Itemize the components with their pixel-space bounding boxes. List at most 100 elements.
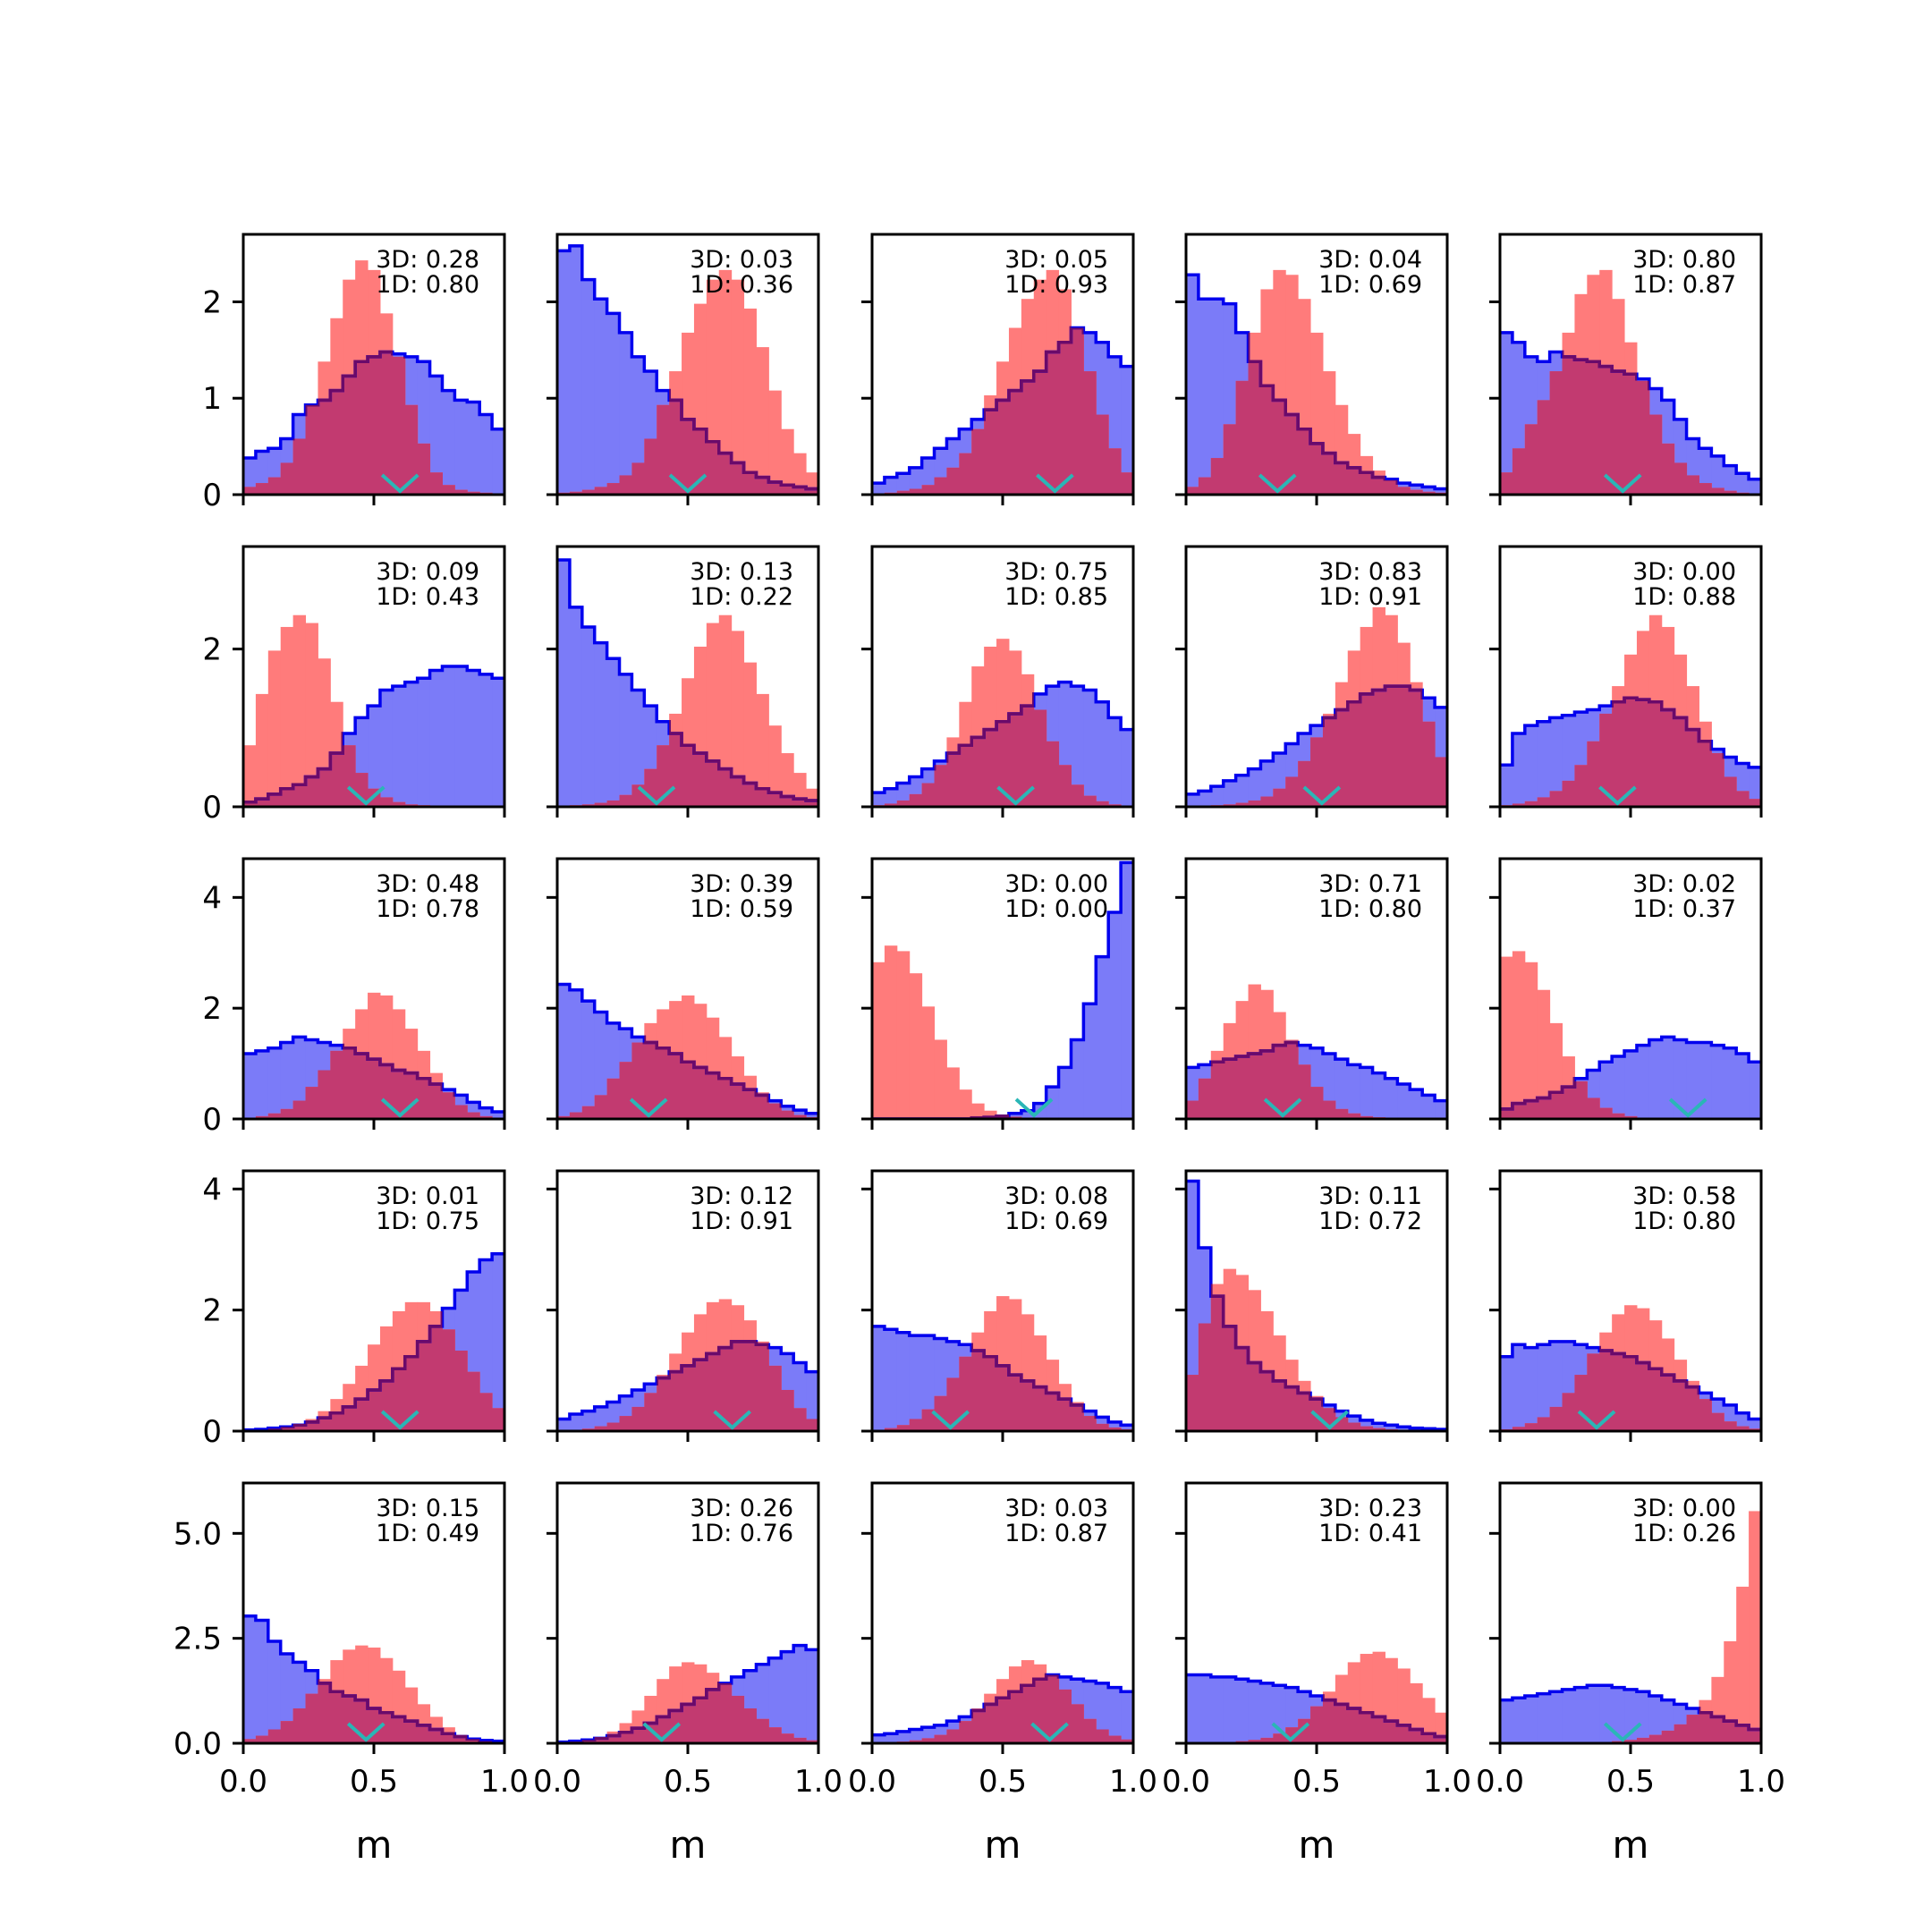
overlap-bar (318, 400, 331, 495)
blue-bar (1121, 729, 1133, 807)
overlap-bar (1322, 1699, 1336, 1743)
panel-plot-area (557, 558, 818, 807)
marker-chevron (1014, 1097, 1054, 1118)
blue-bar (404, 682, 419, 807)
y-tick-label: 1 (202, 381, 222, 417)
overlap-bar (292, 1100, 307, 1119)
overlap-bar (255, 799, 269, 807)
overlap-bar (1587, 1097, 1600, 1119)
overlap-bar (756, 1718, 769, 1743)
blue-bar (1223, 780, 1237, 807)
blue-bar (909, 1335, 923, 1431)
annotation-1d: 1D: 0.00 (1004, 895, 1108, 923)
x-tick-label: 0.0 (533, 1764, 581, 1800)
red-bar (1422, 1698, 1436, 1743)
red-bar (1749, 1511, 1761, 1743)
overlap-bar (557, 1115, 571, 1119)
overlap-bar (1636, 699, 1650, 807)
blue-bar (872, 1734, 886, 1743)
overlap-bar (1198, 1078, 1212, 1119)
blue-bar (1186, 1181, 1199, 1431)
overlap-bar (768, 1727, 782, 1743)
overlap-bar (255, 1115, 269, 1119)
overlap-bar (343, 1047, 356, 1119)
overlap-bar (318, 1070, 331, 1119)
overlap-bar (1599, 1350, 1613, 1431)
overlap-bar (1210, 1062, 1224, 1119)
red-bar (872, 962, 886, 1119)
overlap-bar (1033, 1386, 1047, 1431)
overlap-bar (1096, 1423, 1109, 1431)
overlap-bar (1096, 801, 1109, 807)
overlap-bar (267, 1729, 282, 1743)
blue-bar (1749, 1419, 1761, 1431)
overlap-bar (1360, 1426, 1374, 1431)
overlap-bar (442, 1733, 455, 1743)
overlap-bar (1524, 801, 1538, 807)
overlap-bar (492, 1408, 504, 1431)
blue-outline-overlap (557, 1662, 818, 1743)
annotation-3d: 3D: 0.23 (1318, 1495, 1422, 1522)
overlap-bar (1512, 448, 1526, 495)
x-axis-label: m (985, 1823, 1021, 1867)
overlap-bar (1410, 690, 1423, 807)
overlap-bar (1285, 1042, 1299, 1119)
blue-bar (896, 1731, 911, 1743)
overlap-bar (619, 475, 632, 495)
overlap-bar (1736, 791, 1750, 807)
blue-bar (1410, 1089, 1423, 1119)
overlap-bar (1298, 1393, 1311, 1431)
overlap-bar (1524, 1423, 1538, 1431)
overlap-bar (1636, 380, 1650, 495)
red-bar (1724, 1640, 1737, 1743)
blue-bar (1724, 1047, 1737, 1119)
overlap-bar (1636, 1362, 1650, 1431)
blue-bar (594, 1012, 608, 1119)
overlap-bar (743, 1089, 757, 1119)
overlap-bar (1360, 472, 1374, 495)
blue-bar (1096, 701, 1109, 807)
annotation-1d: 1D: 0.87 (1004, 1520, 1108, 1547)
blue-bar (243, 1615, 257, 1743)
overlap-bar (1186, 1100, 1199, 1119)
overlap-bar (379, 352, 394, 495)
blue-bar (379, 690, 394, 807)
blue-bar (492, 428, 504, 495)
overlap-bar (756, 788, 769, 807)
blue-bar (243, 458, 257, 495)
blue-bar (1587, 1685, 1600, 1743)
y-tick-label: 2 (202, 632, 222, 668)
annotation-1d: 1D: 0.87 (1632, 271, 1736, 299)
annotation-1d: 1D: 0.91 (690, 1208, 793, 1235)
marker-chevron (1603, 1722, 1642, 1742)
overlap-bar (984, 410, 997, 495)
overlap-bar (1108, 1427, 1122, 1431)
overlap-bar (355, 1399, 369, 1431)
x-tick-label: 1.0 (1109, 1764, 1157, 1800)
blue-bar (1021, 1110, 1035, 1119)
x-tick-label: 0.0 (1476, 1764, 1524, 1800)
x-axis-label: m (670, 1823, 707, 1867)
panel-plot-area (872, 1660, 1133, 1743)
overlap-bar (467, 1371, 480, 1431)
overlap-bar (1537, 400, 1551, 495)
overlap-bar (731, 1083, 745, 1119)
overlap-bar (793, 1114, 807, 1119)
annotation-3d: 3D: 0.71 (1318, 870, 1422, 898)
overlap-bar (318, 768, 331, 807)
marker-chevron (1258, 473, 1297, 494)
overlap-bar (1021, 706, 1035, 807)
overlap-bar (280, 788, 294, 807)
overlap-bar (1599, 1107, 1613, 1119)
x-tick-label: 0.5 (664, 1764, 712, 1800)
x-tick-label: 0.5 (1606, 1764, 1655, 1800)
overlap-bar (669, 400, 682, 495)
overlap-bar (1574, 1080, 1588, 1119)
overlap-bar (644, 438, 657, 495)
annotation-1d: 1D: 0.93 (1004, 271, 1108, 299)
panel-plot-area (1500, 951, 1761, 1119)
red-bar (909, 973, 923, 1119)
overlap-bar (718, 453, 733, 495)
